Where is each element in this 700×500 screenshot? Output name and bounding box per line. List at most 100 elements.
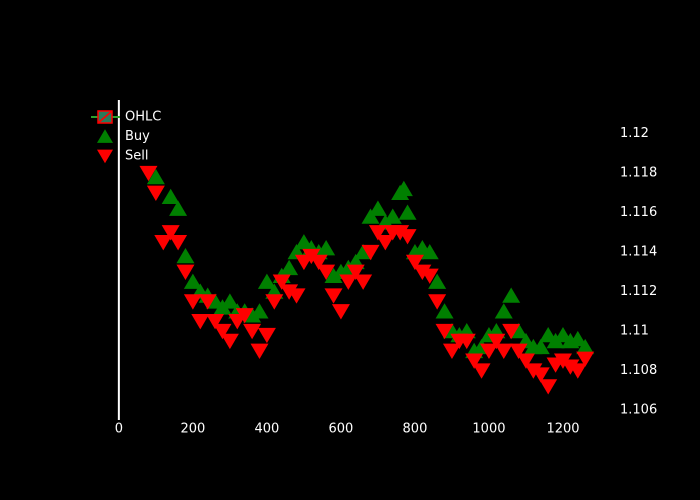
marker: [531, 367, 550, 383]
marker: [176, 247, 195, 264]
marker: [576, 338, 595, 355]
y-tick-label: 1.106: [620, 403, 657, 418]
marker: [346, 264, 365, 280]
marker: [361, 244, 380, 261]
marker: [428, 273, 447, 289]
marker: [354, 243, 373, 260]
marker: [154, 235, 173, 251]
marker: [220, 333, 239, 350]
marker: [280, 259, 299, 276]
marker: [479, 343, 498, 359]
legend-label: OHLC: [125, 110, 161, 125]
legend-marker: [97, 149, 113, 164]
marker: [376, 235, 395, 251]
marker: [183, 273, 202, 289]
x-tick-label: 1000: [472, 422, 505, 437]
marker: [146, 168, 165, 185]
marker: [442, 343, 461, 359]
x-tick-label: 0: [115, 422, 123, 437]
marker: [405, 254, 424, 271]
marker: [568, 330, 587, 347]
marker: [494, 343, 513, 359]
legend: OHLC Buy Sell: [91, 110, 161, 164]
marker: [487, 333, 506, 350]
marker: [398, 204, 417, 220]
marker: [383, 208, 402, 224]
marker: [561, 359, 580, 375]
series-triangle-up: [146, 168, 595, 359]
marker: [161, 188, 180, 204]
marker: [206, 314, 225, 330]
marker: [317, 264, 336, 280]
marker: [457, 333, 476, 350]
y-tick-label: 1.118: [620, 166, 657, 181]
x-tick-label: 200: [180, 422, 205, 437]
marker: [509, 323, 528, 339]
marker: [220, 293, 239, 309]
marker: [191, 314, 210, 330]
marker: [539, 379, 558, 395]
marker: [331, 304, 350, 320]
marker: [576, 351, 595, 367]
marker: [146, 185, 165, 201]
marker: [280, 284, 299, 300]
x-tick-label: 800: [403, 422, 428, 437]
marker: [243, 307, 262, 323]
marker: [502, 323, 521, 340]
marker: [317, 240, 336, 256]
y-tick-label: 1.11: [620, 324, 649, 339]
marker: [309, 254, 328, 271]
marker: [420, 243, 439, 260]
marker: [516, 353, 535, 369]
marker: [361, 208, 380, 224]
marker: [568, 363, 587, 379]
marker: [391, 225, 410, 241]
marker: [139, 165, 158, 182]
marker: [235, 308, 254, 324]
y-tick-label: 1.108: [620, 363, 657, 378]
marker: [198, 294, 217, 310]
legend-marker: [97, 129, 113, 143]
marker: [176, 264, 195, 280]
marker: [472, 363, 491, 379]
x-tick-label: 400: [254, 422, 279, 437]
marker: [287, 288, 306, 304]
marker: [324, 267, 343, 284]
marker: [368, 200, 387, 216]
marker: [265, 294, 284, 310]
marker: [161, 225, 180, 241]
legend-label: Sell: [125, 149, 148, 164]
series-triangle-down: [139, 165, 595, 395]
marker: [502, 287, 521, 303]
y-tick-label: 1.116: [620, 205, 657, 220]
marker: [339, 274, 358, 290]
marker: [250, 303, 269, 319]
marker: [368, 225, 387, 241]
marker: [435, 323, 454, 340]
marker: [250, 343, 269, 359]
marker: [272, 274, 291, 290]
marker: [531, 338, 550, 355]
marker: [183, 294, 202, 310]
marker: [394, 180, 413, 197]
marker: [398, 229, 417, 245]
marker: [465, 353, 484, 369]
y-tick-label: 1.112: [620, 284, 657, 299]
legend-label: Buy: [125, 129, 150, 144]
marker: [428, 294, 447, 310]
marker: [420, 268, 439, 284]
legend-slash: [97, 110, 113, 124]
marker: [213, 323, 232, 340]
marker: [243, 323, 262, 340]
marker: [494, 303, 513, 319]
x-tick-label: 600: [329, 422, 354, 437]
marker: [257, 273, 276, 289]
marker: [169, 235, 188, 251]
marker: [509, 343, 528, 359]
marker: [324, 288, 343, 304]
marker: [257, 327, 276, 344]
y-tick-label: 1.12: [620, 126, 649, 141]
y-tick-label: 1.114: [620, 245, 657, 260]
